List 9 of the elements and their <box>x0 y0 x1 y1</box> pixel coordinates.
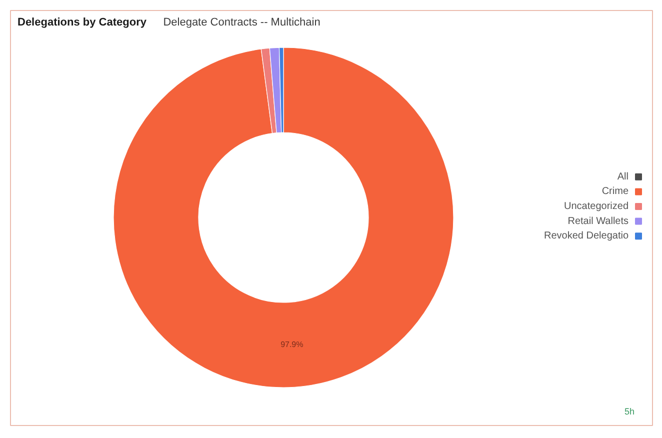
legend-label: Crime <box>602 186 629 198</box>
legend-label: All <box>617 171 629 182</box>
chart-subtitle: Delegate Contracts -- Multichain <box>163 16 320 28</box>
legend-label: Retail Wallets <box>568 216 629 227</box>
text: 5h <box>624 406 635 416</box>
legend-label: Revoked Delegatio <box>544 230 629 242</box>
data-label: 97.9% <box>280 340 304 350</box>
chart-title: Delegations by Category <box>18 16 148 28</box>
legend-label: Uncategorized <box>564 201 628 212</box>
